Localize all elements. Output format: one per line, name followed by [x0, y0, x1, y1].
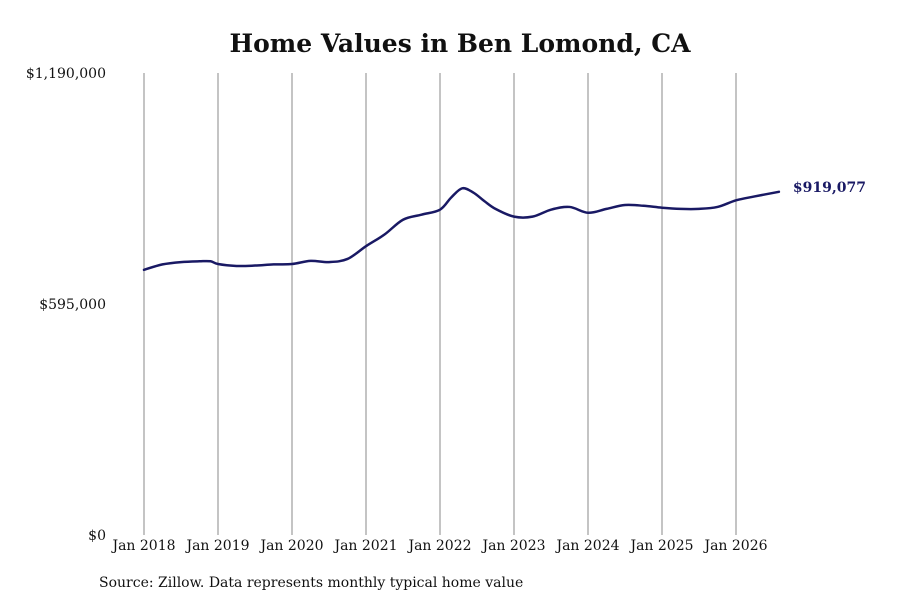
x-tick-label: Jan 2023	[480, 538, 545, 554]
x-tick-label: Jan 2025	[628, 538, 693, 554]
x-tick-label: Jan 2020	[258, 538, 323, 554]
y-tick-label: $595,000	[39, 297, 106, 313]
x-tick-label: Jan 2022	[406, 538, 471, 554]
series-line	[142, 186, 781, 272]
grid-lines	[143, 73, 737, 535]
x-axis: Jan 2018 Jan 2019 Jan 2020 Jan 2021 Jan 2022…	[110, 538, 767, 554]
chart-title: Home Values in Ben Lomond, CA	[229, 29, 691, 58]
end-value-label: $919,077	[793, 180, 866, 196]
x-tick-label: Jan 2024	[554, 538, 619, 554]
x-tick-label: Jan 2021	[332, 538, 397, 554]
source-note: Source: Zillow. Data represents monthly …	[99, 575, 523, 591]
x-tick-label: Jan 2019	[184, 538, 249, 554]
x-tick-label: Jan 2026	[702, 538, 767, 554]
y-axis: $0 $595,000 $1,190,000	[26, 66, 106, 544]
y-tick-label: $0	[88, 528, 106, 544]
x-tick-label: Jan 2018	[110, 538, 175, 554]
y-tick-label: $1,190,000	[26, 66, 106, 82]
